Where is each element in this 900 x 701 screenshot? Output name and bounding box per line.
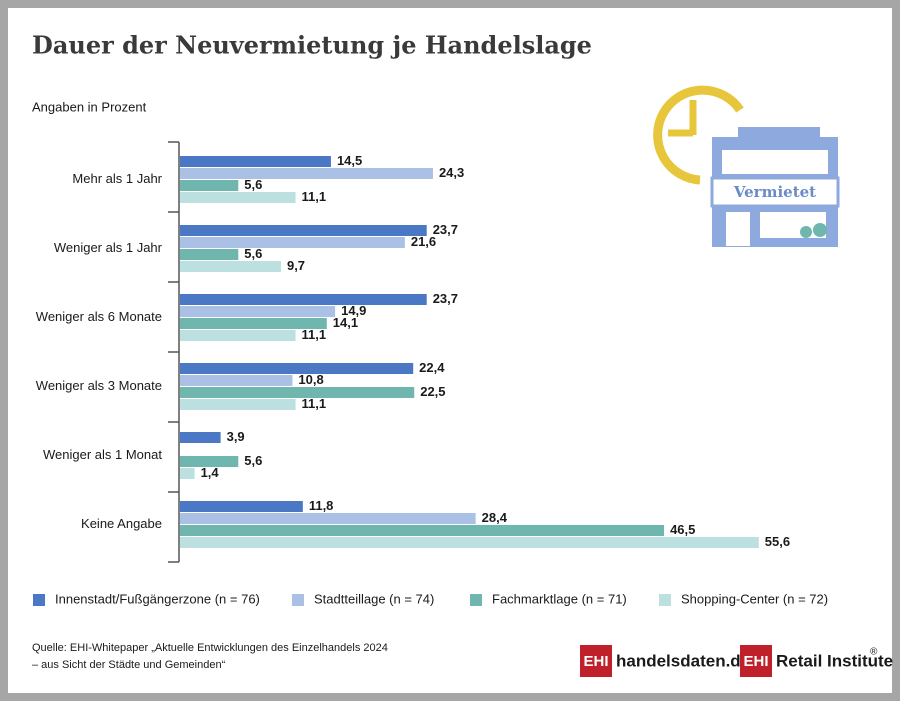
source-line: – aus Sicht der Städte und Gemeinden“ <box>32 659 226 671</box>
chart-title: Dauer der Neuvermietung je Handelslage <box>32 31 592 60</box>
value-label: 21,6 <box>411 234 436 249</box>
bar <box>180 330 296 341</box>
value-label: 23,7 <box>433 291 458 306</box>
value-label: 28,4 <box>482 510 508 525</box>
logo-sup: ® <box>870 647 878 658</box>
value-label: 5,6 <box>244 177 262 192</box>
value-label: 11,1 <box>302 327 327 342</box>
bar <box>180 192 296 203</box>
icon: Vermietet <box>653 85 840 247</box>
legend-label: Innenstadt/Fußgängerzone (n = 76) <box>55 591 260 606</box>
bar <box>180 432 221 443</box>
value-label: 23,7 <box>433 222 458 237</box>
bar <box>180 501 303 512</box>
category-label: Weniger als 1 Jahr <box>54 240 163 255</box>
legend-label: Shopping-Center (n = 72) <box>681 591 828 606</box>
value-label: 3,9 <box>227 429 245 444</box>
category-label: Weniger als 6 Monate <box>36 309 162 324</box>
value-label: 22,5 <box>420 384 445 399</box>
panel <box>8 8 892 693</box>
value-label: 14,1 <box>333 315 358 330</box>
legend-label: Stadtteillage (n = 74) <box>314 591 434 606</box>
bar <box>180 261 281 272</box>
subtitle: Angaben in Prozent <box>32 99 147 114</box>
value-label: 24,3 <box>439 165 464 180</box>
category-label: Weniger als 3 Monate <box>36 378 162 393</box>
value-label: 55,6 <box>765 534 790 549</box>
value-label: 11,1 <box>302 189 327 204</box>
bar <box>180 180 239 191</box>
bar <box>180 387 415 398</box>
value-label: 5,6 <box>244 453 262 468</box>
bar <box>180 525 665 536</box>
category-label: Keine Angabe <box>81 516 162 531</box>
bar <box>180 225 427 236</box>
value-label: 14,5 <box>337 153 362 168</box>
bar <box>180 537 759 548</box>
logo-text: handelsdaten.de <box>616 651 750 670</box>
value-label: 5,6 <box>244 246 262 261</box>
bar <box>180 318 327 329</box>
value-label: 11,8 <box>309 498 334 513</box>
legend-label: Fachmarktlage (n = 71) <box>492 591 627 606</box>
value-label: 11,1 <box>302 396 327 411</box>
bar <box>180 513 476 524</box>
bar <box>180 375 293 386</box>
bar <box>180 468 195 479</box>
category-label: Weniger als 1 Monat <box>43 447 162 462</box>
bar <box>180 249 239 260</box>
logo-box <box>740 645 772 677</box>
bar <box>180 156 331 167</box>
bar <box>180 363 414 374</box>
value-label: 22,4 <box>419 360 445 375</box>
bar <box>180 306 336 317</box>
logo-box <box>580 645 612 677</box>
logo-mark: EHI <box>743 653 768 670</box>
logo-text: Retail Institute <box>776 651 893 670</box>
bar <box>180 237 405 248</box>
logo-mark: EHI <box>583 653 608 670</box>
legend-swatch <box>659 594 671 606</box>
value-label: 46,5 <box>670 522 695 537</box>
legend-swatch <box>292 594 304 606</box>
bar <box>180 399 296 410</box>
legend-swatch <box>470 594 482 606</box>
value-label: 10,8 <box>298 372 323 387</box>
source-line: Quelle: EHI-Whitepaper „Aktuelle Entwick… <box>32 642 388 654</box>
value-label: 14,9 <box>341 303 366 318</box>
bar <box>180 456 239 467</box>
legend-swatch <box>33 594 45 606</box>
bar <box>180 294 427 305</box>
bar <box>180 168 433 179</box>
value-label: 1,4 <box>201 465 220 480</box>
category-label: Mehr als 1 Jahr <box>72 171 162 186</box>
value-label: 9,7 <box>287 258 305 273</box>
icon-label: Vermietet <box>733 183 816 201</box>
